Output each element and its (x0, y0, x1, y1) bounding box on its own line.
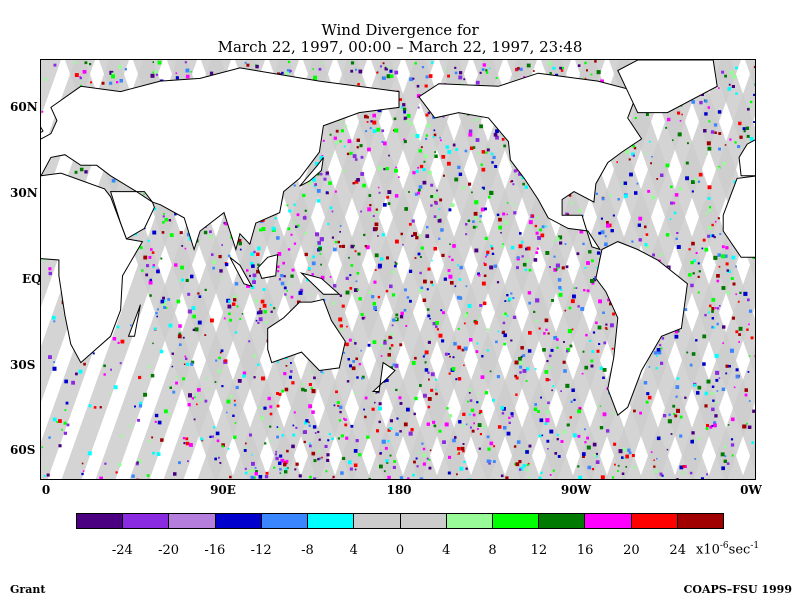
landmass-south-america (595, 241, 688, 417)
lon-label-180: 180 (386, 483, 412, 497)
landmass-japan (299, 157, 324, 187)
map-title-line1: Wind Divergence for (321, 21, 479, 39)
landmass-madagascar (127, 304, 141, 337)
landmass-borneo (257, 254, 279, 279)
color-legend-swatch (492, 514, 540, 528)
color-legend-tick-label: -8 (301, 543, 314, 558)
landmass-greenland (617, 60, 718, 114)
color-legend-tick-label: -20 (158, 543, 180, 558)
lat-label-30n: 30N (10, 186, 38, 200)
color-legend-swatch (354, 514, 401, 528)
lon-label-0w: 0W (740, 483, 762, 497)
landmass-new-zealand (371, 361, 396, 392)
landmass-sumatra (229, 256, 253, 288)
color-legend-swatch (446, 514, 493, 528)
lat-label-30s: 30S (10, 358, 36, 372)
lon-label-90w: 90W (560, 483, 592, 497)
map-area (40, 59, 756, 480)
color-legend-swatch (585, 514, 632, 528)
landmass-africa (41, 172, 144, 364)
landmass-australia (267, 298, 346, 372)
color-legend-units: x10-6sec-1 (696, 541, 760, 558)
lon-label-0: 0 (41, 483, 51, 497)
landmass-new-guinea (299, 272, 341, 295)
color-legend-swatch (77, 514, 124, 528)
color-legend-swatch (400, 514, 447, 528)
color-legend-tick-label: -16 (204, 543, 226, 558)
lon-label-90e: 90E (210, 483, 236, 497)
color-legend-swatch (539, 514, 586, 528)
color-legend-swatch (308, 514, 355, 528)
color-legend-tick-label: 4 (349, 543, 358, 558)
footer-author: Grant (10, 583, 46, 596)
color-legend-tick-label: -12 (250, 543, 272, 558)
map-title-line2: March 22, 1997, 00:00 – March 22, 1997, … (217, 38, 583, 56)
color-legend-swatch (215, 514, 262, 528)
color-legend-tick-label: 8 (488, 543, 497, 558)
color-legend-tick-label: 12 (530, 543, 548, 558)
color-legend-swatch (677, 514, 724, 528)
color-legend-swatch (261, 514, 309, 528)
color-legend-swatch (169, 514, 216, 528)
lat-label-60s: 60S (10, 443, 36, 457)
landmass-arabia (109, 191, 155, 240)
color-legend-bar (76, 513, 724, 529)
footer-credit: COAPS–FSU 1999 (683, 583, 792, 596)
color-legend-tick-label: 4 (442, 543, 451, 558)
color-legend-tick-label: 0 (395, 543, 405, 558)
color-legend-tick-label: 24 (669, 543, 686, 558)
landmass-africa-wrap (722, 175, 755, 258)
color-legend-tick-label: -24 (111, 543, 133, 558)
wind-divergence-map (41, 60, 755, 479)
color-legend-tick-label: 20 (623, 543, 640, 558)
landmass-uk (41, 126, 44, 133)
lat-label-60n: 60N (10, 100, 38, 114)
lat-label-eq: EQ (22, 272, 42, 286)
color-legend-swatch (631, 514, 678, 528)
landmass-eurasia (41, 67, 400, 252)
color-legend-tick-label: 16 (576, 543, 594, 558)
color-legend-swatch (123, 514, 170, 528)
